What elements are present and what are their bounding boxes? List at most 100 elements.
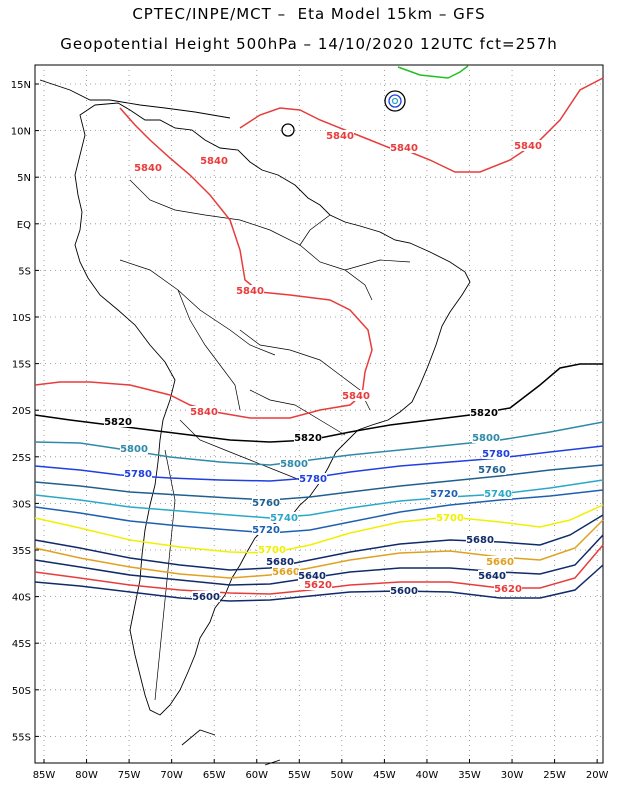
contour-label-bg — [478, 570, 506, 581]
closed-contour — [388, 94, 402, 108]
contour-label-5620: 5620 — [494, 584, 522, 595]
contour-5760-line — [34, 464, 604, 501]
lat-label: EQ — [17, 220, 31, 231]
contour-label-bg — [304, 579, 332, 590]
contour-label-bg — [390, 585, 418, 596]
contour-label-5660: 5660 — [272, 567, 300, 578]
contour-label-bg — [270, 512, 298, 523]
contour-label-bg — [390, 142, 418, 153]
lon-label: 60W — [245, 770, 268, 781]
lon-label: 50W — [331, 770, 354, 781]
contour-label-bg — [299, 473, 327, 484]
contour-label-5780: 5780 — [482, 449, 510, 460]
contour-label-bg — [436, 512, 464, 523]
lon-label: 70W — [160, 770, 183, 781]
contour-label-bg — [326, 130, 354, 141]
contour-label-5780: 5780 — [299, 474, 327, 485]
closed-contour — [384, 90, 406, 112]
lon-label: 35W — [458, 770, 481, 781]
contour-label-bg — [272, 566, 300, 577]
contour-label-bg — [298, 570, 326, 581]
axis-ticks — [35, 83, 598, 763]
contour-label-5740: 5740 — [270, 513, 298, 524]
contour-5680-line — [34, 514, 604, 571]
lon-label: 25W — [543, 770, 566, 781]
contour-label-5840: 5840 — [390, 143, 418, 154]
contour-label-5840: 5840 — [514, 141, 542, 152]
contour-label-bg — [134, 162, 162, 173]
contour-label-bg — [484, 488, 512, 499]
contour-label-bg — [280, 458, 308, 469]
lat-label: 55S — [12, 732, 31, 743]
lat-label: 10S — [12, 313, 31, 324]
contour-label-5600: 5600 — [390, 586, 418, 597]
lat-label: 5S — [18, 266, 31, 277]
lon-label: 75W — [118, 770, 141, 781]
contour-label-5800: 5800 — [120, 444, 148, 455]
contour-label-5760: 5760 — [478, 465, 506, 476]
lat-label: 25S — [12, 453, 31, 464]
contour-label-5600: 5600 — [192, 592, 220, 603]
contour-label-5800: 5800 — [472, 433, 500, 444]
contour-label-5680: 5680 — [466, 535, 494, 546]
contour-label-5620: 5620 — [304, 580, 332, 591]
lon-label: 40W — [416, 770, 439, 781]
contour-label-bg — [190, 406, 218, 417]
contour-label-5660: 5660 — [486, 557, 514, 568]
contour-label-bg — [430, 488, 458, 499]
lon-label: 30W — [501, 770, 524, 781]
contour-label-5820: 5820 — [294, 433, 322, 444]
chart-subtitle: Geopotential Height 500hPa – 14/10/2020 … — [60, 35, 558, 53]
lat-label: 5N — [17, 173, 31, 184]
contour-label-5680: 5680 — [266, 557, 294, 568]
contour-label-5780: 5780 — [124, 469, 152, 480]
country-borders — [119, 179, 411, 701]
lat-label: 15N — [11, 80, 31, 91]
lat-label: 40S — [12, 593, 31, 604]
contour-5840-line — [34, 107, 373, 419]
longitude-labels: 85W 80W 75W 70W 65W 60W 55W 50W 45W 40W 35W 30W 25W 2… — [33, 770, 609, 781]
contour-label-bg — [294, 432, 322, 443]
contour-label-5820: 5820 — [104, 417, 132, 428]
contour-label-5840: 5840 — [326, 131, 354, 142]
contour-label-5820: 5820 — [470, 408, 498, 419]
contour-lines — [34, 65, 604, 602]
contour-5820-line — [34, 363, 603, 443]
contour-label-bg — [236, 285, 264, 296]
contour-label-bg — [478, 464, 506, 475]
contour-5600-line — [34, 564, 604, 602]
contour-label-bg — [466, 534, 494, 545]
map-frame — [34, 64, 604, 764]
contour-label-5760: 5760 — [252, 498, 280, 509]
contour-label-5640: 5640 — [478, 571, 506, 582]
lon-label: 45W — [373, 770, 396, 781]
lon-label: 80W — [75, 770, 98, 781]
lat-label: 20S — [12, 406, 31, 417]
contour-label-bg — [124, 468, 152, 479]
contour-label-5720: 5720 — [430, 489, 458, 500]
lat-label: 45S — [12, 639, 31, 650]
contour-label-bg — [342, 390, 370, 401]
contour-label-bg — [266, 556, 294, 567]
contour-5700-line — [34, 504, 604, 554]
contour-label-5840: 5840 — [190, 407, 218, 418]
lon-label: 55W — [288, 770, 311, 781]
closed-contour — [281, 123, 295, 137]
contour-label-5700: 5700 — [436, 513, 464, 524]
contour-label-5840: 5840 — [342, 391, 370, 402]
contour-label-5800: 5800 — [280, 459, 308, 470]
contour-5640-line — [34, 534, 604, 586]
contour-label-5720: 5720 — [252, 525, 280, 536]
contour-label-5840: 5840 — [200, 156, 228, 167]
contour-label-bg — [252, 524, 280, 535]
contour-label-bg — [482, 448, 510, 459]
contour-label-bg — [470, 407, 498, 418]
lat-label: 30S — [12, 499, 31, 510]
contour-label-bg — [258, 544, 286, 555]
contour-label-bg — [120, 443, 148, 454]
lat-label: 50S — [12, 686, 31, 697]
contour-label-5700: 5700 — [258, 545, 286, 556]
closed-contour — [391, 97, 399, 105]
contour-label-5840: 5840 — [236, 286, 264, 297]
